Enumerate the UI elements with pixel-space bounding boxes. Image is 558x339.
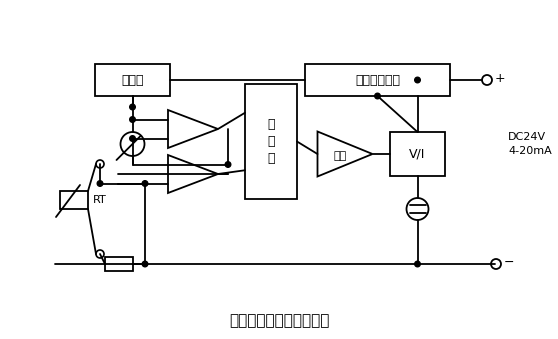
Bar: [245, 84, 297, 199]
Bar: [390, 132, 445, 176]
Bar: [95, 64, 170, 96]
Circle shape: [375, 93, 381, 99]
Text: 基准源: 基准源: [121, 74, 144, 86]
Bar: [105, 257, 133, 271]
Circle shape: [129, 136, 135, 141]
Text: V/I: V/I: [410, 147, 426, 160]
Text: 线
性
化: 线 性 化: [267, 118, 275, 165]
Circle shape: [225, 162, 231, 167]
Text: 热电阻温度变送器原理图: 热电阻温度变送器原理图: [229, 314, 329, 328]
Circle shape: [415, 77, 420, 83]
Text: −: −: [504, 256, 514, 268]
Bar: [305, 64, 450, 96]
Circle shape: [415, 261, 420, 267]
Text: +: +: [495, 72, 506, 84]
Bar: [60, 191, 88, 209]
Circle shape: [129, 104, 135, 110]
Text: 放大: 放大: [333, 151, 347, 161]
Circle shape: [129, 117, 135, 122]
Circle shape: [142, 181, 148, 186]
Text: RT: RT: [93, 195, 107, 205]
Circle shape: [97, 181, 103, 186]
Text: 反接限流保护: 反接限流保护: [355, 74, 400, 86]
Text: DC24V
4-20mA: DC24V 4-20mA: [508, 132, 552, 156]
Circle shape: [142, 261, 148, 267]
